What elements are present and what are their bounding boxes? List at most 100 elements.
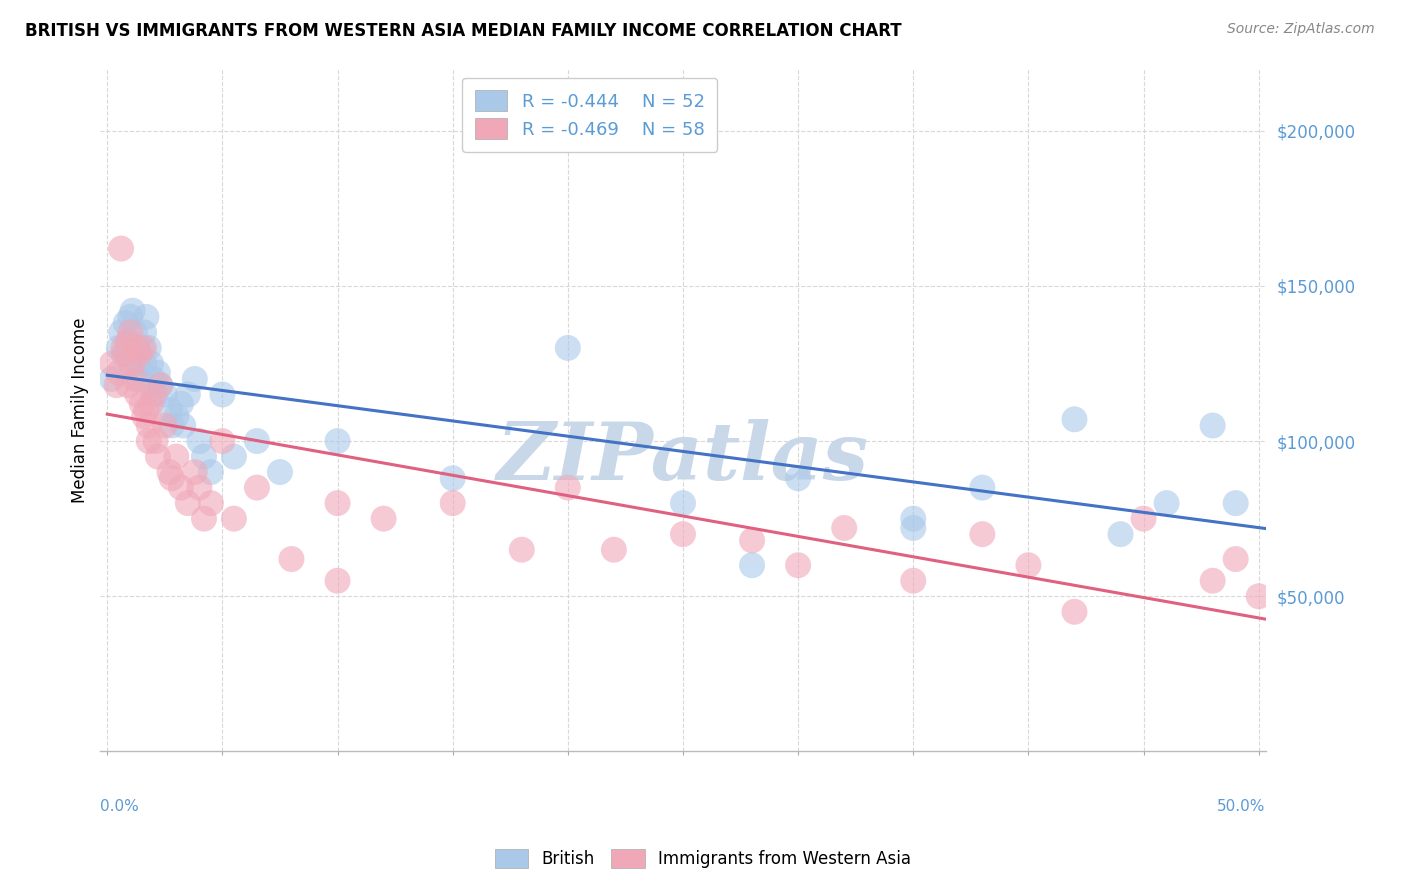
Point — [246, 434, 269, 448]
Point — [193, 450, 215, 464]
Point — [1225, 552, 1247, 566]
Point — [441, 471, 464, 485]
Point — [117, 334, 139, 349]
Point — [145, 434, 167, 448]
Point — [903, 574, 925, 588]
Point — [211, 387, 233, 401]
Legend: British, Immigrants from Western Asia: British, Immigrants from Western Asia — [488, 843, 918, 875]
Point — [139, 356, 162, 370]
Point — [269, 465, 291, 479]
Point — [142, 372, 165, 386]
Point — [117, 378, 139, 392]
Point — [149, 378, 172, 392]
Point — [200, 496, 222, 510]
Point — [1156, 496, 1178, 510]
Point — [120, 326, 142, 340]
Point — [112, 347, 135, 361]
Point — [184, 372, 207, 386]
Point — [441, 496, 464, 510]
Point — [153, 418, 176, 433]
Text: Source: ZipAtlas.com: Source: ZipAtlas.com — [1227, 22, 1375, 37]
Point — [603, 542, 626, 557]
Point — [165, 450, 187, 464]
Point — [135, 310, 157, 324]
Point — [146, 450, 169, 464]
Point — [326, 434, 349, 448]
Point — [117, 334, 139, 349]
Point — [127, 356, 149, 370]
Point — [326, 496, 349, 510]
Point — [138, 418, 160, 433]
Point — [139, 397, 162, 411]
Text: 50.0%: 50.0% — [1218, 799, 1265, 814]
Point — [142, 387, 165, 401]
Point — [1017, 558, 1039, 573]
Point — [200, 465, 222, 479]
Point — [557, 341, 579, 355]
Point — [972, 481, 994, 495]
Point — [153, 387, 176, 401]
Point — [124, 326, 146, 340]
Point — [211, 434, 233, 448]
Point — [128, 347, 150, 361]
Point — [188, 434, 211, 448]
Point — [1201, 418, 1223, 433]
Point — [510, 542, 533, 557]
Point — [127, 341, 149, 355]
Point — [280, 552, 302, 566]
Point — [127, 341, 149, 355]
Point — [120, 356, 142, 370]
Point — [138, 434, 160, 448]
Point — [127, 387, 149, 401]
Point — [1201, 574, 1223, 588]
Point — [112, 341, 135, 355]
Point — [170, 397, 193, 411]
Point — [373, 511, 395, 525]
Point — [160, 471, 183, 485]
Point — [832, 521, 855, 535]
Point — [903, 521, 925, 535]
Point — [149, 378, 172, 392]
Point — [121, 356, 143, 370]
Point — [132, 356, 155, 370]
Point — [114, 316, 136, 330]
Point — [146, 366, 169, 380]
Point — [138, 341, 160, 355]
Point — [177, 387, 200, 401]
Point — [159, 403, 181, 417]
Point — [222, 511, 245, 525]
Point — [114, 347, 136, 361]
Point — [170, 481, 193, 495]
Point — [105, 378, 128, 392]
Point — [1132, 511, 1154, 525]
Point — [903, 511, 925, 525]
Point — [184, 465, 207, 479]
Legend: R = -0.444    N = 52, R = -0.469    N = 58: R = -0.444 N = 52, R = -0.469 N = 58 — [463, 78, 717, 152]
Point — [159, 465, 181, 479]
Point — [672, 496, 695, 510]
Point — [177, 496, 200, 510]
Point — [132, 409, 155, 424]
Point — [787, 471, 810, 485]
Point — [107, 366, 129, 380]
Point — [135, 403, 157, 417]
Point — [787, 558, 810, 573]
Point — [107, 341, 129, 355]
Point — [101, 372, 124, 386]
Point — [246, 481, 269, 495]
Point — [131, 397, 153, 411]
Point — [972, 527, 994, 541]
Point — [120, 310, 142, 324]
Point — [672, 527, 695, 541]
Point — [741, 558, 763, 573]
Point — [1063, 605, 1085, 619]
Point — [165, 409, 187, 424]
Point — [121, 303, 143, 318]
Point — [1063, 412, 1085, 426]
Point — [1247, 589, 1270, 603]
Point — [193, 511, 215, 525]
Text: ZIPatlas: ZIPatlas — [496, 419, 869, 497]
Point — [557, 481, 579, 495]
Text: 0.0%: 0.0% — [100, 799, 139, 814]
Point — [110, 326, 132, 340]
